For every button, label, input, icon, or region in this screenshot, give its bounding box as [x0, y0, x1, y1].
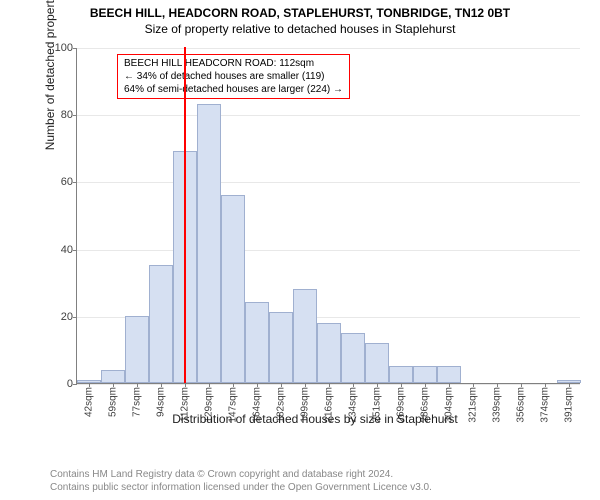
- ytick-label: 40: [61, 244, 73, 256]
- ytick-mark: [73, 182, 77, 183]
- chart-container: Number of detached properties BEECH HILL…: [50, 48, 580, 418]
- plot-region: BEECH HILL HEADCORN ROAD: 112sqm← 34% of…: [76, 48, 580, 384]
- histogram-bar: [149, 265, 173, 383]
- page-title: BEECH HILL, HEADCORN ROAD, STAPLEHURST, …: [0, 0, 600, 20]
- footer-line-2: Contains public sector information licen…: [50, 482, 432, 493]
- ytick-label: 0: [67, 378, 73, 390]
- ytick-mark: [73, 48, 77, 49]
- marker-line: [184, 47, 186, 383]
- histogram-bar: [437, 366, 461, 383]
- histogram-bar: [197, 104, 221, 383]
- histogram-bar: [389, 366, 413, 383]
- histogram-bar: [245, 302, 269, 383]
- annotation-line: ← 34% of detached houses are smaller (11…: [124, 70, 343, 83]
- annotation-box: BEECH HILL HEADCORN ROAD: 112sqm← 34% of…: [117, 54, 350, 99]
- x-axis-label: Distribution of detached houses by size …: [50, 412, 580, 426]
- ytick-label: 60: [61, 176, 73, 188]
- histogram-bar: [293, 289, 317, 383]
- ytick-mark: [73, 250, 77, 251]
- gridline: [77, 182, 580, 183]
- ytick-label: 20: [61, 311, 73, 323]
- histogram-bar: [341, 333, 365, 383]
- annotation-line: BEECH HILL HEADCORN ROAD: 112sqm: [124, 57, 343, 70]
- histogram-bar: [221, 195, 245, 383]
- y-axis-label: Number of detached properties: [43, 0, 57, 150]
- histogram-bar: [413, 366, 437, 383]
- ytick-mark: [73, 115, 77, 116]
- footer-line-1: Contains HM Land Registry data © Crown c…: [50, 469, 393, 480]
- ytick-mark: [73, 317, 77, 318]
- page-subtitle: Size of property relative to detached ho…: [0, 20, 600, 36]
- histogram-bar: [317, 323, 341, 383]
- histogram-bar: [101, 370, 125, 383]
- gridline: [77, 250, 580, 251]
- histogram-bar: [365, 343, 389, 383]
- gridline: [77, 115, 580, 116]
- annotation-line: 64% of semi-detached houses are larger (…: [124, 83, 343, 96]
- ytick-mark: [73, 384, 77, 385]
- histogram-bar: [125, 316, 149, 383]
- ytick-label: 100: [55, 42, 73, 54]
- ytick-label: 80: [61, 109, 73, 121]
- histogram-bar: [269, 312, 293, 383]
- gridline: [77, 48, 580, 49]
